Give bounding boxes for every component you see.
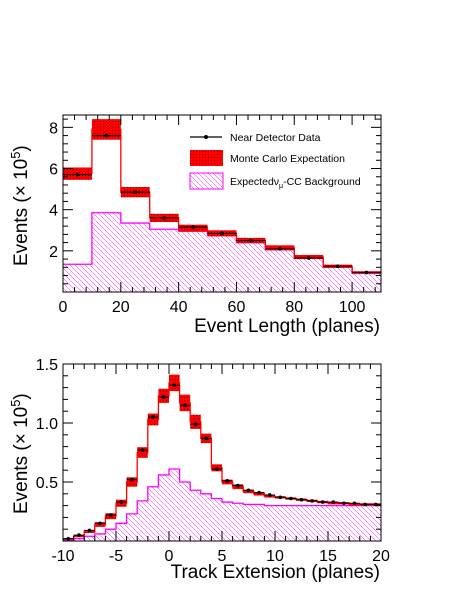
axis-ticks [62,115,381,292]
data-point [278,246,282,251]
x-tick-labels: -10 -5 0 5 10 15 20 [51,548,390,565]
background-histogram [63,212,381,292]
legend-bkg-mu: μ [279,183,283,190]
x-tick-label: 20 [112,299,130,316]
data-point [331,500,336,504]
data-point [249,238,253,243]
data-point [119,500,124,504]
legend-mc-swatch [190,150,223,166]
y-tick-label: 2 [49,244,58,261]
y-axis-label-exp: 5 [8,152,23,159]
data-point [104,133,109,138]
axis-ticks [62,363,382,541]
x-tick-labels: 0 20 40 60 80 100 [59,299,366,316]
data-point [220,231,224,236]
data-point [77,533,81,537]
data-point [306,256,311,260]
data-point [342,501,346,506]
data-point [191,225,195,229]
data-point [130,477,134,482]
data-point [98,521,102,526]
y-axis-label-close: ) [11,393,32,399]
data-point [225,479,230,483]
x-tick-label: 15 [319,548,337,565]
y-axis-label-close: ) [11,145,32,151]
x-tick-label: 40 [170,299,188,316]
y-axis-label-base: Events (× 10 [11,407,32,514]
data-point [214,467,219,471]
y-axis-label-exp: 5 [8,400,23,407]
background-fill [63,212,381,292]
y-axis-label: Events (× 105) [8,393,32,514]
legend: Near Detector Data Monte Carlo Expectati… [189,132,361,190]
data-point [363,502,367,507]
legend-data-marker [204,135,208,139]
legend-bkg-label: Expectedνμ-CC Background [230,176,361,190]
x-axis-label: Event Length (planes) [194,316,380,337]
legend-bkg-suffix: -CC Background [283,176,361,188]
y-axis-label-base: Events (× 10 [11,159,32,266]
x-tick-label: 5 [218,548,227,565]
x-tick-label: 20 [372,548,390,565]
legend-mc-label: Monte Carlo Expectation [230,153,345,165]
data-point [75,172,80,177]
x-tick-label: 100 [339,299,366,316]
legend-data-label: Near Detector Data [230,132,321,144]
x-tick-label: 0 [165,548,174,565]
data-point [310,499,314,503]
data-point [335,264,340,269]
data-point [140,448,145,452]
legend-bkg-nu: ν [274,176,279,188]
data-point [183,403,187,408]
x-tick-label: 10 [266,548,284,565]
x-axis-label: Track Extension (planes) [171,562,380,583]
x-tick-label: 60 [228,299,246,316]
data-points [63,383,381,541]
background-fill [63,469,381,541]
data-point [193,422,198,426]
y-tick-label: 6 [49,162,58,179]
data-point [172,383,177,388]
data-point [257,490,261,495]
y-tick-label: 4 [49,203,58,220]
data-point [320,500,325,504]
x-tick-label: -5 [109,548,123,565]
y-tick-labels: 0.5 1.0 1.5 [36,357,58,492]
y-tick-label: 1.0 [36,416,58,433]
y-axis-label: Events (× 105) [8,145,32,266]
data-point [267,493,272,497]
y-tick-labels: 2 4 6 8 [49,120,58,260]
data-point [246,488,251,493]
data-point [299,497,304,502]
data-point [66,536,71,541]
data-point [162,216,166,220]
x-tick-label: -10 [51,548,74,565]
track-extension-chart: -10 -5 0 5 10 15 20 0.5 1.0 1.5 Track Extension … [8,357,390,583]
x-tick-label: 0 [59,299,68,316]
data-point [364,270,369,275]
background-histogram [63,468,381,541]
legend-bkg-swatch [189,172,224,190]
legend-bkg-label-prefix: Expected [230,176,274,188]
data-points [63,133,381,275]
data-point [278,495,283,500]
data-point [108,513,113,517]
data-point [87,528,92,533]
data-point [151,415,155,419]
background-outline [63,468,381,541]
data-point [236,483,240,488]
x-tick-label: 80 [285,299,303,316]
data-point [133,190,138,194]
data-point [352,501,357,506]
y-tick-label: 0.5 [36,475,58,492]
data-point [289,496,293,501]
y-tick-label: 1.5 [36,357,58,374]
plot-frame [62,114,382,293]
y-tick-label: 8 [49,120,58,137]
data-point [204,436,208,441]
data-point [161,395,166,399]
